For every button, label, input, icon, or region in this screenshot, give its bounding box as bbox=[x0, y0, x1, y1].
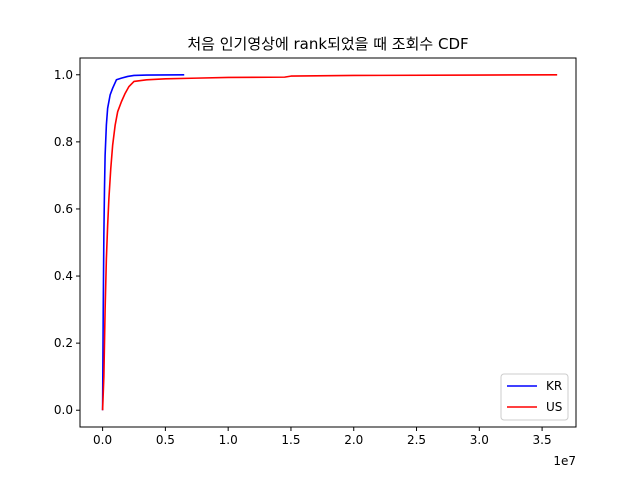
x-tick-label: 0.5 bbox=[156, 433, 175, 447]
y-tick-label: 0.8 bbox=[54, 135, 73, 149]
x-tick-label: 1.5 bbox=[281, 433, 300, 447]
legend-label-kr: KR bbox=[546, 379, 562, 393]
x-tick-label: 3.5 bbox=[533, 433, 552, 447]
x-tick-label: 3.0 bbox=[470, 433, 489, 447]
y-tick-label: 1.0 bbox=[54, 68, 73, 82]
x-tick-label: 2.5 bbox=[407, 433, 426, 447]
x-tick-label: 2.0 bbox=[344, 433, 363, 447]
x-axis-offset-label: 1e7 bbox=[553, 454, 576, 468]
chart-title: 처음 인기영상에 rank되었을 때 조회수 CDF bbox=[187, 35, 468, 53]
x-tick-label: 1.0 bbox=[219, 433, 238, 447]
legend-label-us: US bbox=[546, 400, 562, 414]
legend: KR US bbox=[501, 374, 568, 420]
y-tick-label: 0.0 bbox=[54, 403, 73, 417]
y-tick-label: 0.6 bbox=[54, 202, 73, 216]
y-tick-label: 0.2 bbox=[54, 336, 73, 350]
y-tick-label: 0.4 bbox=[54, 269, 73, 283]
x-tick-label: 0.0 bbox=[93, 433, 112, 447]
